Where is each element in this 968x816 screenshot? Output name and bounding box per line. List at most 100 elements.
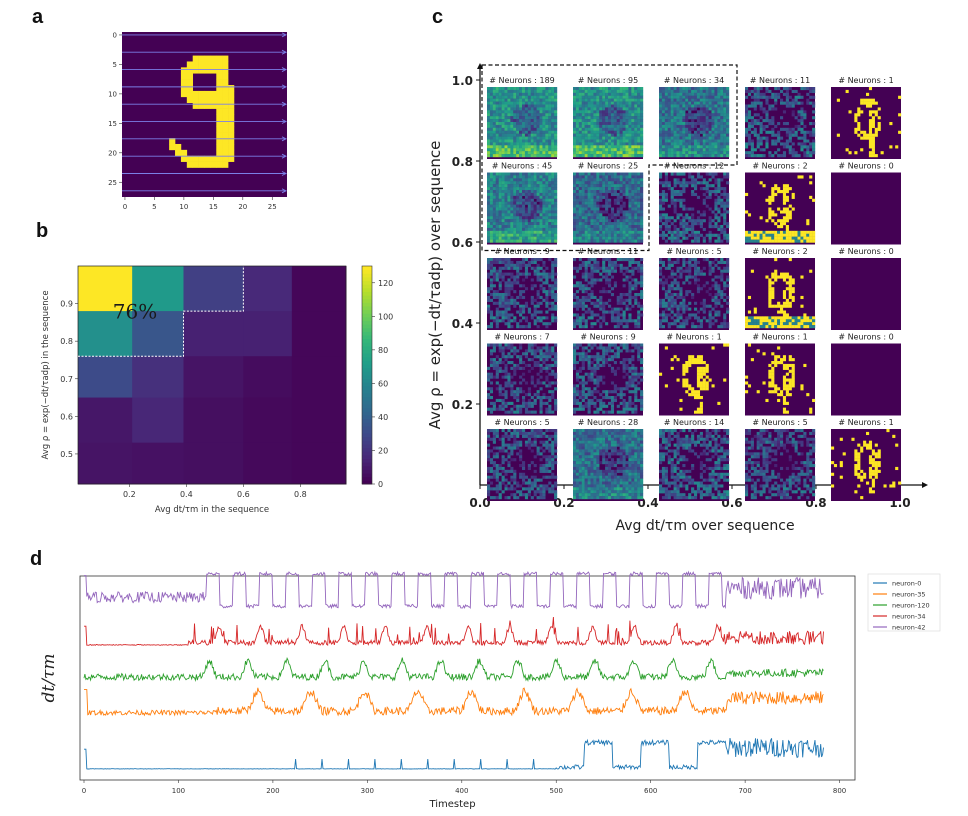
- cell-pixel: [699, 136, 703, 140]
- cell-pixel: [530, 175, 534, 179]
- cell-pixel: [768, 130, 772, 134]
- cell-pixel: [522, 222, 526, 226]
- cell-pixel: [539, 101, 543, 105]
- cell-pixel: [661, 319, 666, 323]
- cell-pixel: [670, 301, 674, 305]
- cell-pixel: [809, 175, 813, 179]
- cell-pixel: [750, 124, 754, 129]
- cell-pixel: [495, 307, 499, 311]
- colorbar-tick-label: 100: [378, 312, 393, 321]
- cell-pixel: [495, 295, 499, 300]
- cell-pixel: [676, 233, 680, 237]
- cell-pixel: [848, 151, 852, 155]
- cell-pixel: [608, 233, 612, 237]
- digit-pixel: [198, 90, 205, 98]
- cell-pixel: [539, 92, 543, 96]
- cell-pixel: [788, 130, 792, 134]
- cell-pixel: [788, 151, 792, 155]
- cell-pixel: [691, 178, 695, 182]
- cell-pixel: [492, 201, 496, 205]
- cell-pixel: [584, 295, 588, 300]
- cell-pixel: [723, 151, 727, 155]
- cell-pixel: [551, 101, 555, 105]
- cell-pixel: [868, 113, 873, 117]
- cell-pixel: [575, 322, 580, 326]
- cell-pixel: [673, 225, 677, 229]
- cell-pixel: [708, 87, 712, 91]
- cell-pixel: [670, 216, 674, 220]
- cell-pixel: [602, 230, 606, 234]
- cell-pixel: [513, 122, 517, 126]
- cell-pixel: [545, 95, 549, 99]
- cell-pixel: [542, 145, 546, 149]
- cell-pixel: [637, 219, 641, 223]
- cell-pixel: [628, 260, 632, 265]
- cell-pixel: [602, 210, 606, 214]
- cell-pixel: [527, 127, 531, 131]
- cell-pixel: [673, 151, 677, 155]
- cell-pixel: [871, 122, 875, 126]
- cell-pixel: [613, 110, 617, 114]
- cell-pixel: [682, 113, 686, 117]
- cell-pixel: [551, 319, 555, 323]
- cell-pixel: [714, 258, 718, 262]
- cell-pixel: [542, 222, 546, 226]
- cell-pixel: [717, 236, 721, 240]
- cell-pixel: [785, 236, 789, 240]
- cell-pixel: [584, 89, 588, 94]
- digit-pixel: [180, 85, 188, 92]
- cell-pixel: [519, 295, 523, 300]
- cell-pixel: [605, 98, 609, 102]
- cell-pixel: [759, 139, 763, 143]
- cell-pixel: [575, 178, 580, 182]
- cell-pixel: [717, 190, 721, 194]
- cell-pixel: [504, 92, 508, 96]
- cell-pixel: [596, 122, 600, 126]
- cell-pixel: [513, 275, 517, 279]
- cell-pixel: [587, 307, 591, 311]
- cell-pixel: [637, 98, 641, 102]
- cell-pixel: [575, 298, 580, 302]
- cell-pixel: [527, 239, 531, 243]
- cell-pixel: [545, 310, 549, 314]
- cell-pixel: [670, 95, 674, 99]
- cell-pixel: [581, 95, 585, 99]
- cell-pixel: [634, 89, 638, 94]
- cell-pixel: [619, 313, 623, 317]
- cell-pixel: [616, 124, 620, 129]
- cell-pixel: [501, 219, 505, 223]
- cell-pixel: [554, 230, 558, 234]
- cell-pixel: [573, 145, 577, 149]
- cell-pixel: [554, 281, 558, 285]
- cell-pixel: [616, 198, 620, 202]
- cell-pixel: [616, 227, 620, 232]
- colorbar-segment: [362, 349, 372, 354]
- cell-pixel: [756, 92, 760, 96]
- cell-pixel: [545, 172, 549, 176]
- cell-pixel: [679, 219, 683, 223]
- cell-pixel: [522, 92, 526, 96]
- cell-pixel: [545, 101, 549, 105]
- cell-pixel: [788, 104, 792, 108]
- cell-pixel: [573, 293, 577, 297]
- cell-pixel: [622, 142, 626, 146]
- cell-pixel: [596, 116, 600, 120]
- cell-pixel: [507, 154, 511, 158]
- cell-pixel: [504, 222, 508, 226]
- cell-pixel: [539, 122, 543, 126]
- cell-pixel: [596, 92, 600, 96]
- cell-pixel: [640, 190, 644, 194]
- cell-pixel: [492, 110, 496, 114]
- cell-pixel: [800, 95, 804, 99]
- cell-pixel: [688, 263, 692, 267]
- cell-pixel: [605, 216, 609, 220]
- cell-pixel: [670, 136, 674, 140]
- digit-pixel: [216, 108, 223, 115]
- cell-pixel: [688, 258, 692, 262]
- cell-pixel: [670, 275, 674, 279]
- cell-pixel: [753, 122, 757, 126]
- cell-pixel: [664, 319, 668, 323]
- cell-pixel: [720, 148, 724, 152]
- cell-pixel: [551, 145, 555, 149]
- colorbar-tick-label: 20: [378, 446, 388, 455]
